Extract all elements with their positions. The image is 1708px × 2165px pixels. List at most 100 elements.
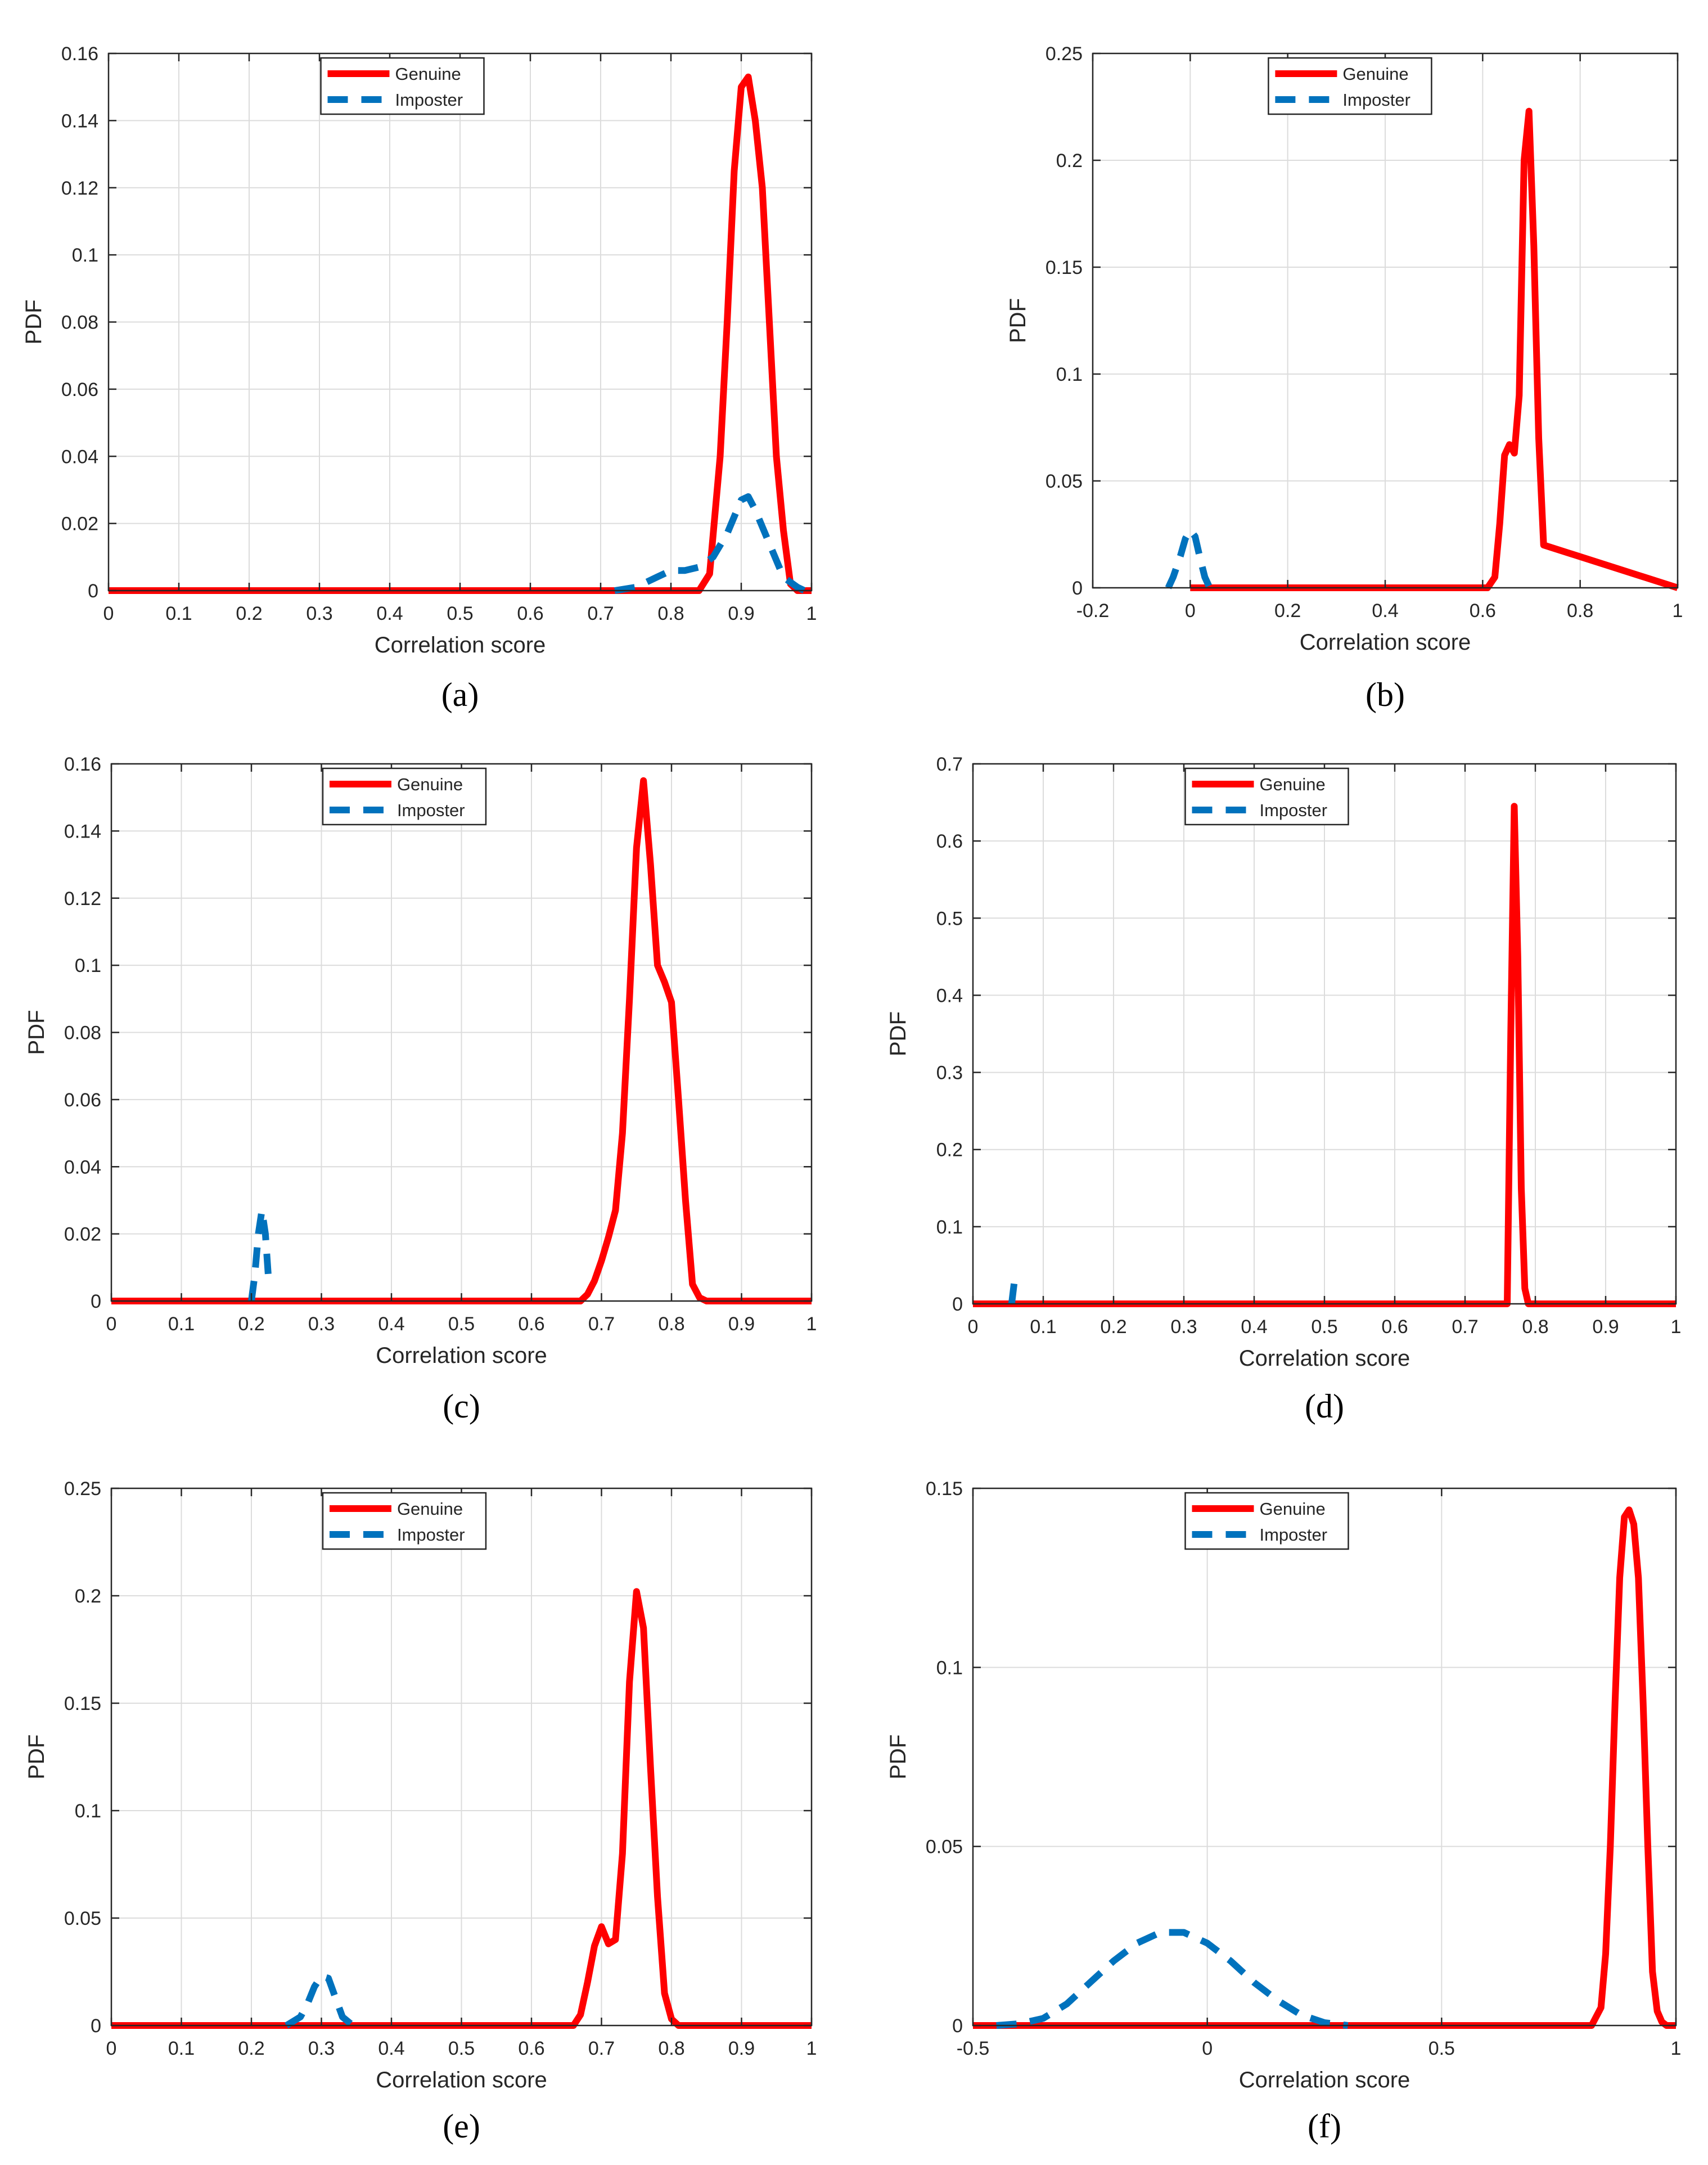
x-tick-label: 1 <box>1671 2038 1682 2059</box>
x-tick-label: 1 <box>806 1313 817 1335</box>
series-line-imposter <box>996 1929 1349 2029</box>
series-line-imposter <box>1165 526 1213 589</box>
chart-panels: 0 0.1 0.2 0.3 0.4 0.5 0.6 0.7 0.8 0.9 1 0 0.02 0.04 0.… <box>21 43 1683 2145</box>
panel-caption: (c) <box>443 1388 480 1425</box>
series-line-genuine <box>111 1588 812 2029</box>
series-line-imposter <box>1008 1280 1018 1304</box>
x-tick-label: 0.5 <box>448 1313 475 1335</box>
x-tick-label: 0.6 <box>518 2038 544 2059</box>
y-axis-label: PDF <box>21 300 46 345</box>
x-tick-label: 0.6 <box>1381 1316 1408 1338</box>
legend: Genuine Imposter <box>322 767 487 826</box>
y-tick-label: 0.6 <box>936 831 963 852</box>
panel-caption: (d) <box>1305 1388 1344 1425</box>
x-tick-label: 0 <box>103 603 114 624</box>
legend-label-imposter: Imposter <box>1342 90 1410 110</box>
y-tick-label: 0.2 <box>936 1140 963 1161</box>
legend-box <box>322 767 487 826</box>
y-tick-label: 0.1 <box>72 245 98 266</box>
x-tick-label: 1 <box>1671 1316 1682 1338</box>
x-tick-label: 0.4 <box>378 1313 404 1335</box>
series-line-imposter <box>285 1973 355 2029</box>
legend-label-imposter: Imposter <box>397 1525 465 1545</box>
y-tick-label: 0 <box>952 2015 963 2037</box>
y-tick-label: 0.1 <box>1056 364 1083 385</box>
x-tick-label: 0 <box>106 1313 117 1335</box>
x-axis-label: Correlation score <box>375 633 546 658</box>
x-tick-label: 0.9 <box>1592 1316 1619 1338</box>
legend-label-imposter: Imposter <box>1260 1525 1328 1545</box>
legend-label-genuine: Genuine <box>1260 775 1326 794</box>
x-tick-label: 0.5 <box>447 603 473 624</box>
y-axis-label: PDF <box>886 1735 911 1780</box>
x-tick-label: 0.4 <box>1372 600 1398 622</box>
y-tick-label: 0.16 <box>61 43 98 65</box>
x-axis-label: Correlation score <box>1300 630 1471 655</box>
chart-panel-d: 0 0.1 0.2 0.3 0.4 0.5 0.6 0.7 0.8 0.9 1 0 0.1 0.2 0.3 0… <box>886 754 1681 1425</box>
y-tick-label: 0 <box>88 580 98 602</box>
y-tick-label: 0.25 <box>64 1478 101 1500</box>
panel-caption: (b) <box>1366 676 1405 713</box>
y-tick-label: 0.5 <box>936 908 963 929</box>
legend-label-imposter: Imposter <box>1260 800 1328 820</box>
y-tick-label: 0.1 <box>75 955 101 976</box>
y-tick-label: 0.25 <box>1045 43 1083 65</box>
x-tick-label: 0.1 <box>165 603 192 624</box>
x-tick-label: 0.6 <box>517 603 543 624</box>
legend-label-imposter: Imposter <box>397 800 465 820</box>
y-tick-label: 0.06 <box>61 379 98 400</box>
x-tick-label: 0.3 <box>308 2038 335 2059</box>
x-tick-label: 0.7 <box>1452 1316 1478 1338</box>
x-tick-label: 0.9 <box>728 603 754 624</box>
x-tick-label: 0.7 <box>588 2038 615 2059</box>
y-tick-label: 0.08 <box>61 312 98 334</box>
x-axis-label: Correlation score <box>376 1343 547 1368</box>
y-tick-label: 0.16 <box>64 754 101 775</box>
legend: Genuine Imposter <box>1184 1492 1349 1550</box>
y-axis-label: PDF <box>24 1010 49 1055</box>
x-tick-label: 0 <box>106 2038 117 2059</box>
x-axis-label: Correlation score <box>1239 2068 1410 2092</box>
x-tick-label: 0.8 <box>658 2038 684 2059</box>
legend-box <box>1184 1492 1349 1550</box>
y-axis-label: PDF <box>24 1735 49 1780</box>
y-tick-label: 0.12 <box>64 888 101 910</box>
x-tick-label: 0.8 <box>657 603 684 624</box>
x-tick-label: 1 <box>1673 600 1683 622</box>
x-tick-label: 0.7 <box>587 603 614 624</box>
x-tick-label: 0.5 <box>1311 1316 1337 1338</box>
x-tick-label: 0 <box>968 1316 979 1338</box>
y-axis-label: PDF <box>886 1011 911 1056</box>
y-tick-label: 0.3 <box>936 1063 963 1084</box>
legend: Genuine Imposter <box>1268 57 1432 115</box>
y-tick-label: 0.05 <box>1045 471 1083 492</box>
x-tick-label: 0.2 <box>238 2038 264 2059</box>
y-tick-label: 0.2 <box>75 1586 101 1607</box>
y-tick-label: 0.02 <box>61 514 98 535</box>
legend-box <box>1184 767 1349 826</box>
chart-panel-a: 0 0.1 0.2 0.3 0.4 0.5 0.6 0.7 0.8 0.9 1 0 0.02 0.04 0.… <box>21 43 817 713</box>
y-tick-label: 0.06 <box>64 1090 101 1111</box>
x-tick-label: 0.8 <box>1567 600 1593 622</box>
legend-label-imposter: Imposter <box>395 90 463 110</box>
y-tick-label: 0 <box>1072 578 1083 599</box>
x-tick-label: 1 <box>806 2038 817 2059</box>
x-tick-label: 0.8 <box>658 1313 684 1335</box>
y-tick-label: 0.2 <box>1056 150 1083 172</box>
x-tick-label: 0.2 <box>236 603 262 624</box>
legend: Genuine Imposter <box>322 1492 487 1550</box>
x-tick-label: 0.5 <box>1428 2038 1455 2059</box>
x-tick-label: 0.2 <box>1100 1316 1126 1338</box>
plot-area <box>973 1488 1676 2026</box>
x-tick-label: 0.8 <box>1522 1316 1548 1338</box>
y-tick-label: 0.05 <box>64 1908 101 1929</box>
series-line-genuine <box>973 803 1676 1307</box>
panel-caption: (a) <box>441 676 479 713</box>
x-tick-label: 0.6 <box>518 1313 544 1335</box>
y-tick-label: 0.1 <box>75 1801 101 1822</box>
legend-label-genuine: Genuine <box>395 64 461 84</box>
legend-box <box>320 57 485 115</box>
x-tick-label: 0.3 <box>306 603 332 624</box>
legend-label-genuine: Genuine <box>1342 64 1408 84</box>
